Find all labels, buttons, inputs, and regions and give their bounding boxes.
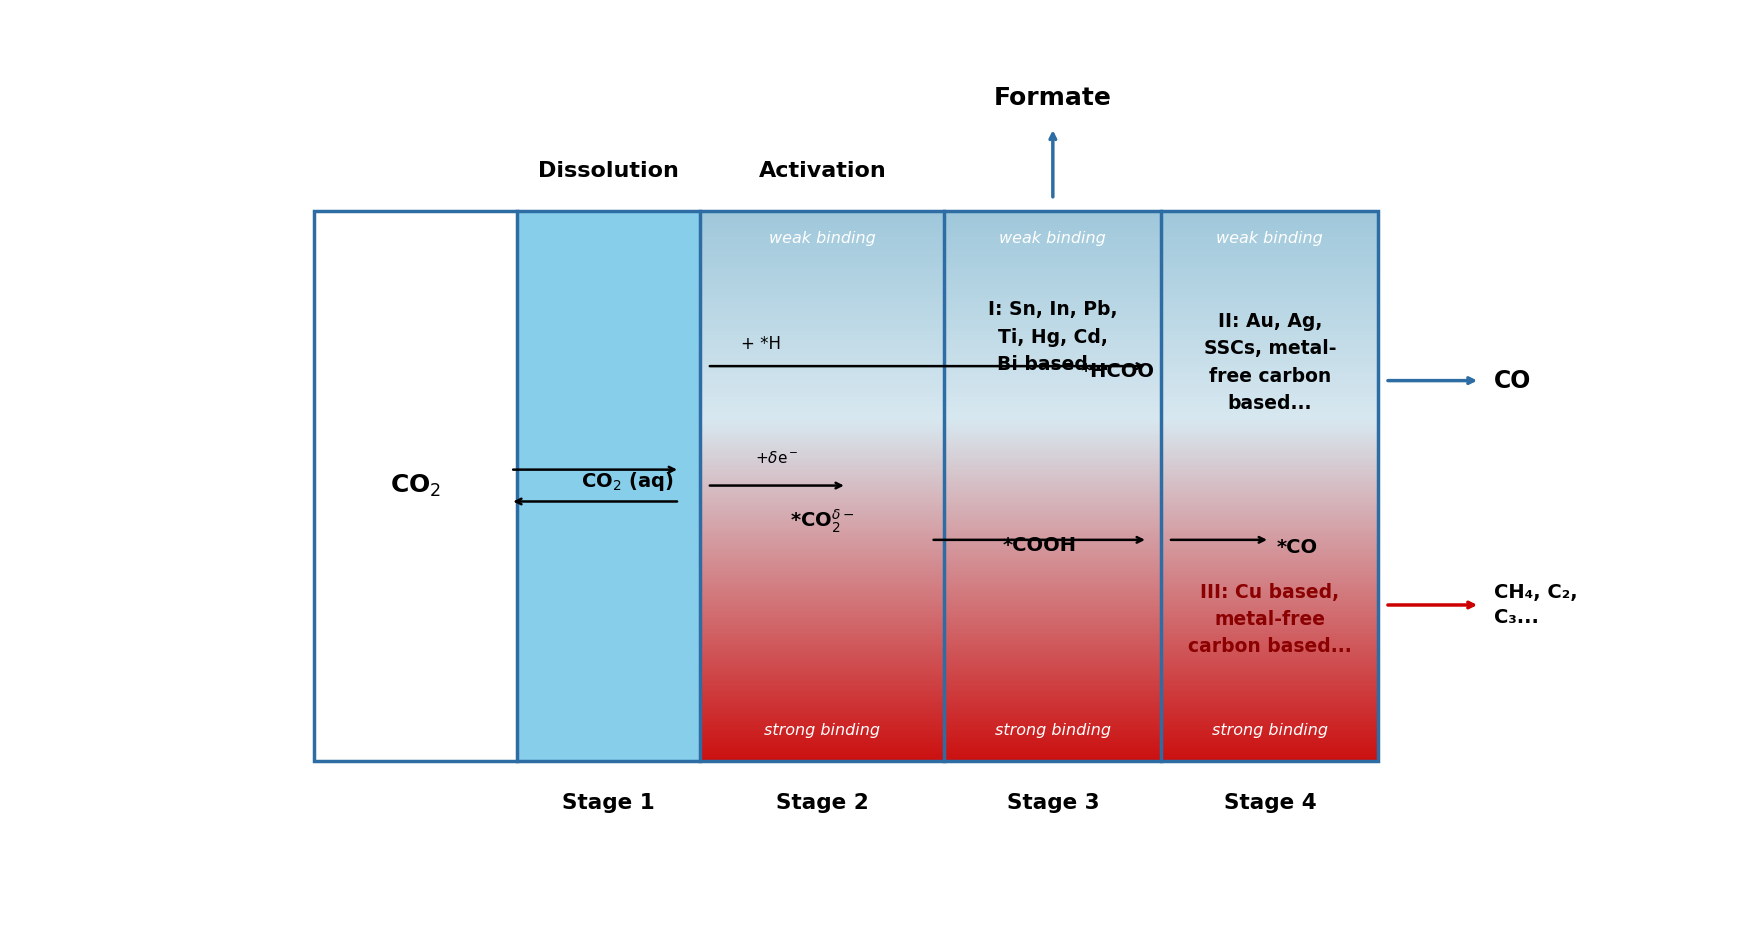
Text: *COOH: *COOH [1003,536,1076,556]
Text: II: Au, Ag,
SSCs, metal-
free carbon
based...: II: Au, Ag, SSCs, metal- free carbon bas… [1204,312,1335,413]
Text: Stage 3: Stage 3 [1006,792,1099,812]
Text: strong binding: strong binding [994,723,1111,738]
Bar [313,211,518,760]
Text: I: Sn, In, Pb,
Ti, Hg, Cd,
Bi based...: I: Sn, In, Pb, Ti, Hg, Cd, Bi based... [989,301,1118,374]
Text: CO$_2$: CO$_2$ [390,473,441,498]
Text: Dissolution: Dissolution [539,161,679,180]
Text: strong binding: strong binding [765,723,880,738]
Text: Stage 2: Stage 2 [775,792,868,812]
Text: III: Cu based,
metal-free
carbon based...: III: Cu based, metal-free carbon based..… [1188,583,1351,656]
Text: Formate: Formate [994,86,1111,110]
Text: weak binding: weak binding [1216,230,1323,245]
Bar [518,211,700,760]
Text: Stage 4: Stage 4 [1223,792,1316,812]
Text: Stage 1: Stage 1 [562,792,654,812]
Text: *CO: *CO [1276,538,1318,556]
Text: CO: CO [1494,368,1531,393]
Text: CH₄, C₂,
C₃...: CH₄, C₂, C₃... [1494,583,1577,627]
Text: *HCOO: *HCOO [1080,363,1155,382]
Text: Activation: Activation [758,161,886,180]
Text: strong binding: strong binding [1211,723,1328,738]
Text: CO$_2$ (aq): CO$_2$ (aq) [581,470,674,494]
Text: +$\delta$e$^-$: +$\delta$e$^-$ [754,450,798,466]
Text: *CO$_2^{\delta-}$: *CO$_2^{\delta-}$ [791,508,854,536]
Bar [313,211,1379,760]
Text: + *H: + *H [740,336,780,353]
Text: weak binding: weak binding [768,230,875,245]
Text: weak binding: weak binding [999,230,1106,245]
